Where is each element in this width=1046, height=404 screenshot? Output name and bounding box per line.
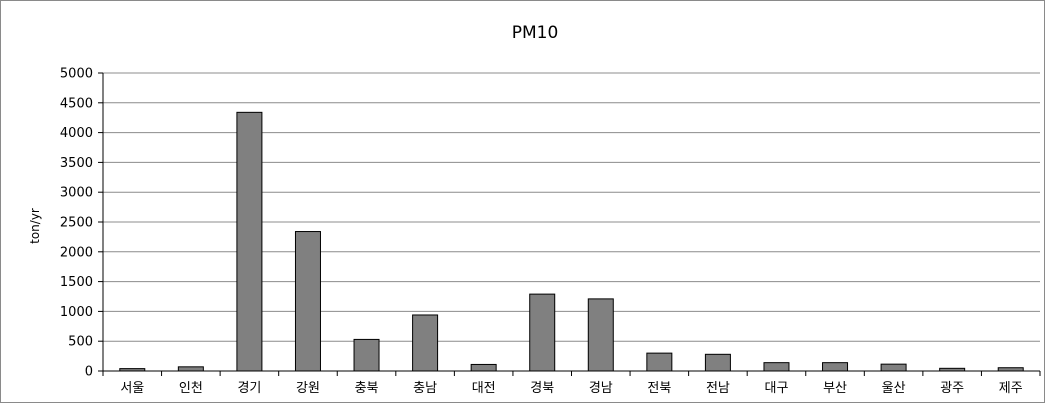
bars [119, 111, 1024, 372]
bar [587, 298, 614, 372]
bar [822, 362, 849, 372]
x-tick-label: 서울 [120, 381, 144, 396]
y-tick-label: 4000 [60, 126, 93, 141]
bar [646, 352, 673, 372]
bar [880, 363, 907, 372]
chart-title: PM10 [512, 23, 559, 43]
y-tick-label: 2000 [60, 245, 93, 260]
bar [294, 231, 321, 372]
y-tick-label: 5000 [60, 67, 93, 82]
y-axis-ticks: 0 500 1000 1500 2000 2500 3000 3500 4000 4500 5000 [60, 67, 103, 380]
x-axis-ticks: 서울 인천 경기 강원 충북 충남 대전 경북 경남 전북 전남 대구 부산 울산 광주 제주 [102, 371, 1041, 396]
bar [412, 314, 439, 372]
x-tick-label: 전북 [647, 381, 671, 396]
y-tick-label: 0 [85, 365, 93, 380]
y-tick-label: 1500 [60, 275, 93, 290]
y-tick-label: 3500 [60, 156, 93, 171]
x-tick-label: 경북 [530, 381, 554, 396]
x-tick-label: 충남 [413, 381, 437, 396]
bar [470, 363, 497, 372]
x-tick-label: 강원 [296, 381, 320, 396]
x-tick-label: 대전 [472, 381, 496, 396]
bar [353, 338, 380, 372]
x-tick-label: 충북 [355, 381, 379, 396]
x-tick-label: 대구 [765, 381, 789, 396]
y-tick-label: 1000 [60, 305, 93, 320]
y-tick-label: 4500 [60, 96, 93, 111]
x-tick-label: 광주 [940, 381, 964, 396]
y-tick-label: 2500 [60, 216, 93, 231]
x-tick-label: 부산 [823, 381, 847, 396]
bar [177, 366, 204, 372]
x-tick-label: 경기 [237, 381, 261, 396]
bar [236, 111, 263, 372]
y-axis-label: ton/yr [28, 208, 42, 244]
x-tick-label: 제주 [999, 381, 1023, 396]
x-tick-label: 인천 [179, 381, 203, 396]
x-tick-label: 전남 [706, 381, 730, 396]
x-tick-label: 경남 [589, 381, 613, 396]
bar [704, 353, 731, 372]
x-tick-label: 울산 [882, 381, 906, 396]
y-tick-label: 3000 [60, 186, 93, 201]
y-tick-label: 500 [68, 335, 93, 350]
bar [763, 362, 790, 372]
bar [529, 293, 556, 372]
